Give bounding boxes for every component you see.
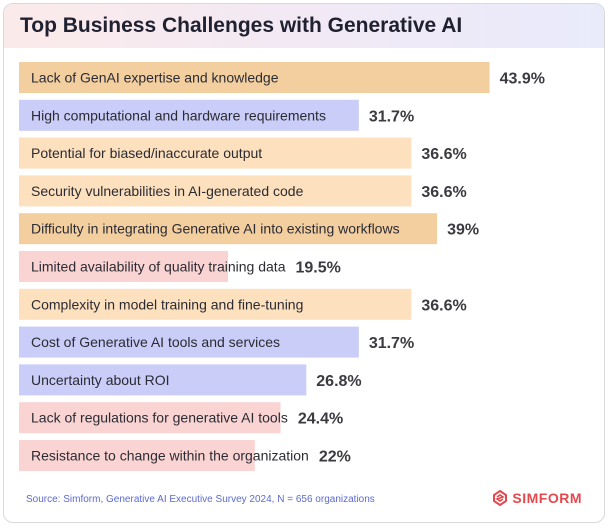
bar	[19, 175, 412, 207]
bar	[19, 402, 281, 434]
bar	[19, 326, 359, 358]
bar-group: Uncertainty about ROI 26.8%	[19, 364, 362, 396]
bar	[19, 99, 359, 131]
bar	[19, 440, 255, 471]
bar-group: Security vulnerabilities in AI-generated…	[19, 175, 467, 207]
bar-group: Resistance to change within the organiza…	[19, 440, 351, 471]
bar-label: High computational and hardware requirem…	[31, 107, 326, 123]
bar-group: High computational and hardware requirem…	[19, 99, 414, 131]
brand-logo: SIMFORM	[492, 490, 582, 506]
bar	[19, 213, 438, 245]
bar-label: Potential for biased/inaccurate output	[31, 145, 262, 161]
bar-group: Limited availability of quality training…	[19, 251, 341, 282]
bar	[19, 251, 229, 282]
simform-logo-icon	[493, 490, 508, 506]
bar-label: Difficulty in integrating Generative AI …	[31, 221, 400, 237]
bar-label: Lack of regulations for generative AI to…	[31, 410, 288, 426]
bar-group: Potential for biased/inaccurate output 36…	[19, 137, 467, 169]
bar-group: Difficulty in integrating Generative AI …	[19, 213, 479, 245]
bar-value-label: 43.9%	[500, 71, 545, 88]
bar-group: Lack of GenAI expertise and knowledge 43.…	[19, 62, 545, 93]
bar-group: Complexity in model training and fine-tu…	[19, 288, 467, 320]
chart-title: Top Business Challenges with Generative …	[20, 14, 463, 37]
bar-value-label: 36.6%	[421, 297, 466, 314]
bar-value-label: 31.7%	[369, 108, 414, 125]
bar-label: Complexity in model training and fine-tu…	[31, 296, 303, 312]
bar-label: Limited availability of quality training…	[31, 259, 286, 275]
title-banner: Top Business Challenges with Generative …	[4, 4, 604, 48]
bar-value-label: 22%	[319, 449, 351, 466]
bar-value-label: 39%	[447, 222, 479, 239]
source-note: Source: Simform, Generative AI Executive…	[26, 494, 375, 505]
bar-value-label: 24.4%	[298, 411, 343, 428]
bar-chart: Lack of GenAI expertise and knowledge 43.…	[19, 62, 545, 471]
bar-value-label: 31.7%	[369, 335, 414, 352]
bar-label: Uncertainty about ROI	[31, 372, 170, 388]
bar	[19, 364, 307, 396]
bar-label: Security vulnerabilities in AI-generated…	[31, 183, 304, 199]
bar-label: Resistance to change within the organiza…	[31, 448, 309, 464]
bar-group: Lack of regulations for generative AI to…	[19, 402, 343, 434]
bar-value-label: 19.5%	[295, 260, 340, 277]
chart-card: Top Business Challenges with Generative …	[3, 3, 605, 523]
bar	[19, 288, 412, 320]
bar-value-label: 36.6%	[421, 146, 466, 163]
bar-label: Lack of GenAI expertise and knowledge	[31, 70, 279, 86]
bar-label: Cost of Generative AI tools and services	[31, 334, 280, 350]
bar-group: Cost of Generative AI tools and services…	[19, 326, 414, 358]
logo-text: SIMFORM	[512, 490, 582, 506]
bar-value-label: 36.6%	[421, 184, 466, 201]
bar	[19, 62, 490, 93]
bar-value-label: 26.8%	[316, 373, 361, 390]
bar	[19, 137, 412, 169]
